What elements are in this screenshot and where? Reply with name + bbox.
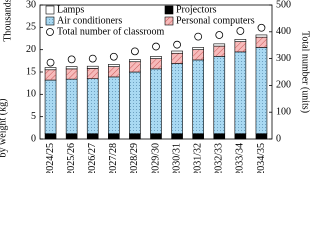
x-tick-label: 2028/29 [129,143,140,173]
legend-label: Projectors [176,4,217,15]
y-tick-label: 30 [26,0,36,10]
bar-segment [44,67,57,71]
bar-pattern [213,46,225,57]
bar-segment [86,65,99,69]
bar-pattern [129,61,141,72]
x-tick-label: 2031/32 [192,143,203,173]
bar-pattern [213,56,225,134]
bar-segment [192,133,204,140]
x-tick-label: 2034/35 [256,143,267,173]
bar-segment [234,39,247,42]
bar-segment [255,34,268,38]
marker [194,32,203,41]
bar-segment [108,64,120,67]
chart: Thousands by weight (kg) Total number (u… [0,0,311,173]
y2-tick-label: 300 [276,53,291,64]
legend-marker [46,28,54,36]
bar-pattern [192,49,204,60]
bar-segment [171,50,183,54]
legend-swatch [164,5,174,15]
marker [88,54,97,63]
y2-label: Total number (units) [300,31,311,113]
x-tick-label: 2027/28 [108,143,119,173]
bar-pattern [108,76,120,134]
bar-segment [65,66,78,70]
y-tick-label: 5 [31,111,36,122]
marker [152,42,160,51]
legend-label: Lamps [57,4,84,15]
bar-pattern [234,51,246,134]
bar-pattern [66,68,78,80]
bar-segment [108,133,120,140]
bar-segment [150,56,162,59]
bar-segment [234,133,247,140]
y2-tick-label: 200 [276,80,291,91]
marker [236,27,245,35]
x-tick-label: 2032/33 [214,143,225,173]
y-tick-label: 15 [26,66,36,77]
legend-pattern [46,17,54,25]
page: {"chart_data": {"type": "bar", "stacked"… [0,0,311,173]
y2-tick-label: 500 [276,0,291,10]
y-tick-label: 0 [31,133,36,144]
x-tick-label: 2026/27 [87,143,98,173]
bar-pattern [45,80,57,134]
y-unit: Thousands [2,0,13,42]
marker [215,31,224,39]
bar-pattern [66,79,78,134]
bar-segment [171,133,183,140]
bar-pattern [87,68,99,79]
x-tick-label: 2024/25 [45,143,56,173]
y2-tick-label: 400 [276,26,291,37]
legend-label: Personal computers [176,15,255,26]
bar-pattern [150,58,162,69]
marker [109,52,118,61]
y-tick-label: 10 [26,89,36,100]
y-label: by weight (kg) [0,99,8,158]
bar-segment [213,133,226,140]
legend-pattern [165,17,173,25]
x-tick-label: 2029/30 [150,143,161,173]
bar-pattern [192,59,204,134]
bar-segment [86,133,99,140]
bar-segment [129,133,141,140]
bar-pattern [171,63,183,134]
bar-segment [213,43,226,47]
x-tick-label: 2025/26 [66,143,77,173]
bar-pattern [129,72,141,134]
bar-segment [44,133,57,140]
bar-pattern [255,37,267,48]
bar-pattern [108,66,120,77]
bar-segment [129,59,141,63]
bar-segment [65,133,78,140]
y-tick-label: 20 [26,44,36,55]
y2-tick-label: 0 [276,133,281,144]
bar-pattern [234,41,246,52]
marker [67,55,76,64]
y-tick-label: 25 [26,22,36,33]
x-tick-label: 2030/31 [171,143,182,173]
marker [173,40,181,49]
bar-segment [192,47,204,50]
marker [131,47,139,56]
bar-pattern [150,68,162,134]
legend-label: Total number of classroom [57,26,165,37]
bar-pattern [87,78,99,134]
x-tick-label: 2033/34 [235,143,246,173]
y2-tick-label: 100 [276,106,291,117]
bar-segment [150,133,162,140]
legend-label: Air conditioners [57,15,122,26]
bar-pattern [255,47,267,134]
bar-pattern [171,53,183,64]
bar-pattern [45,69,57,81]
marker [46,58,55,67]
marker [257,23,266,32]
plot-frame [39,4,273,140]
bar-segment [255,133,268,140]
legend-swatch [45,5,55,15]
